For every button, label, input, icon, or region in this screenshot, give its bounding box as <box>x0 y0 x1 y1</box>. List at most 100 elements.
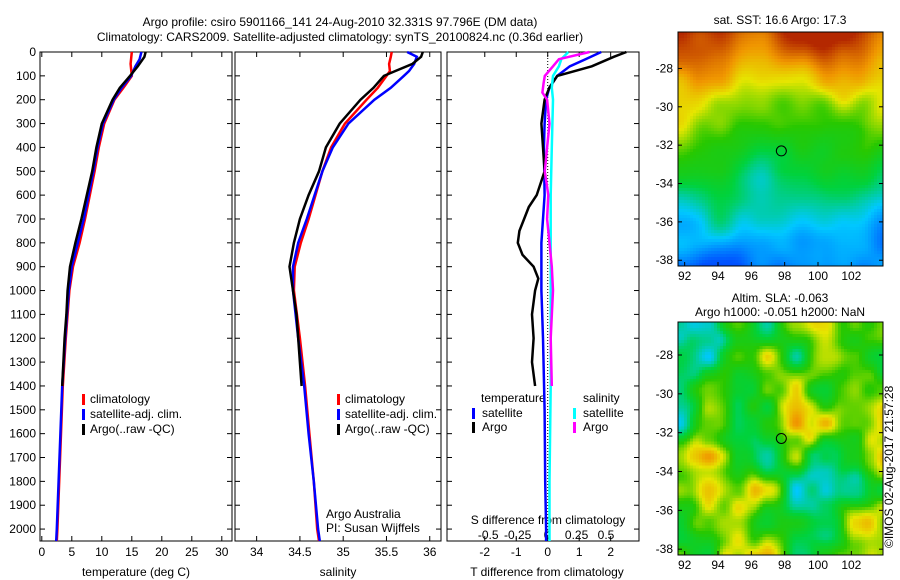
series-line-argo-raw-qc- <box>288 51 424 387</box>
map-lon-label: 100 <box>808 269 828 283</box>
depth-tick-label: 1000 <box>9 284 36 298</box>
map-lon-label: 96 <box>745 558 759 572</box>
pi-label: PI: Susan Wijffels <box>326 521 420 535</box>
depth-tick-label: 700 <box>16 212 36 226</box>
legend-label: satellite <box>482 406 523 420</box>
map-lon-label: 96 <box>745 269 759 283</box>
x-tick-label: 10 <box>95 545 109 559</box>
panel-frame <box>446 51 640 542</box>
legend-label: climatology <box>345 392 405 406</box>
depth-tick-label: 1800 <box>9 474 36 488</box>
depth-tick-label: 500 <box>16 164 36 178</box>
diff-legend-salinity-title: salinity <box>583 391 620 405</box>
depth-tick-label: 600 <box>16 188 36 202</box>
legend-label: Argo <box>482 420 508 434</box>
map-lon-label: 102 <box>841 269 861 283</box>
depth-tick-label: 1300 <box>9 355 36 369</box>
legend-swatch <box>337 424 340 435</box>
map-lat-label: -36 <box>656 215 674 229</box>
x-tick-label: 35.5 <box>375 545 399 559</box>
map-axes-sst-map: 92 94 96 98 100 102 -28 -30 -32 -34 -36 -38 <box>656 31 884 283</box>
sst-map-image <box>678 32 883 266</box>
legend-swatch <box>82 409 85 420</box>
depth-tick-label: 1200 <box>9 331 36 345</box>
depth-tick-label: 1600 <box>9 427 36 441</box>
x-tick-label: -1 <box>511 545 522 559</box>
map-lon-label: 92 <box>678 269 692 283</box>
map2-title: Altim. SLA: -0.063 <box>732 291 829 305</box>
salinity-xlabel: salinity <box>320 565 357 579</box>
x-tick-label: 5 <box>68 545 75 559</box>
map-lat-label: -36 <box>656 503 674 517</box>
s-diff-tick-label: 0.5 <box>598 528 615 542</box>
x-tick-label: 34 <box>250 545 264 559</box>
depth-tick-label: 900 <box>16 260 36 274</box>
series-line-argo-raw-qc- <box>60 51 147 387</box>
depth-tick-label: 1900 <box>9 498 36 512</box>
panel-salinity-profile: 34 34.5 35 35.5 36 climatologysatellite-adj. … <box>234 50 442 559</box>
map-axes-sla-map: 92 94 96 98 100 102 -28 -30 -32 -34 -36 -38 <box>656 321 884 572</box>
legend-swatch <box>472 408 475 419</box>
x-tick-label: 1 <box>576 545 583 559</box>
title-line2: Climatology: CARS2009. Satellite-adjuste… <box>97 30 583 44</box>
map-lon-label: 94 <box>711 269 725 283</box>
legend-label: climatology <box>90 392 150 406</box>
map-lat-label: -34 <box>656 465 674 479</box>
map-lon-label: 92 <box>678 558 692 572</box>
map2-subtitle: Argo h1000: -0.051 h2000: NaN <box>695 305 865 319</box>
tdiff-xlabel: T difference from climatology <box>470 565 624 579</box>
depth-tick-label: 1100 <box>10 307 36 321</box>
legend-swatch <box>337 394 340 405</box>
map-lat-label: -30 <box>656 387 674 401</box>
map-lon-label: 100 <box>808 558 828 572</box>
map-lat-label: -28 <box>656 61 674 75</box>
legend-swatch <box>472 422 475 433</box>
depth-tick-label: 400 <box>16 140 36 154</box>
map-frame <box>677 321 884 556</box>
legend-swatch <box>573 422 576 433</box>
x-tick-label: 0 <box>38 545 45 559</box>
s-diff-tick-label: 0.25 <box>565 528 589 542</box>
map-lat-label: -32 <box>656 138 674 152</box>
map-lat-label: -30 <box>656 100 674 114</box>
series-line-satellite-adj-clim- <box>291 50 419 542</box>
s-diff-tick-label: -0.25 <box>504 528 532 542</box>
copyright: ©IMOS 02-Aug-2017 21:57:28 <box>882 385 896 548</box>
depth-tick-label: 1700 <box>9 451 36 465</box>
depth-tick-label: 0 <box>29 45 36 59</box>
map-lon-label: 102 <box>841 558 861 572</box>
x-tick-label: 0 <box>544 545 551 559</box>
legend-label: satellite <box>583 406 624 420</box>
legend-label: Argo <box>583 420 609 434</box>
series-line-salinity-argo <box>541 50 590 387</box>
panel-frame <box>39 51 233 542</box>
depth-tick-label: 200 <box>16 93 36 107</box>
legend-label: Argo(..raw -QC) <box>345 422 430 436</box>
legend-label: satellite-adj. clim. <box>90 407 182 421</box>
panel-temperature-profile: 0 5 10 15 20 25 300100200300400500600700800900… <box>9 45 233 559</box>
legend-swatch <box>82 394 85 405</box>
s-diff-tick-label: -0.5 <box>478 528 499 542</box>
sla-map-image <box>678 322 883 555</box>
map-frame <box>677 31 884 267</box>
profile-location-marker <box>775 145 787 157</box>
x-tick-label: 34.5 <box>288 545 312 559</box>
depth-tick-label: 300 <box>16 117 36 131</box>
x-tick-label: 2 <box>607 545 614 559</box>
panel-frame <box>234 51 442 542</box>
legend-swatch <box>573 408 576 419</box>
legend-swatch <box>337 409 340 420</box>
panel-difference-profile: -2 -1 0 1 2-0.5 -0.25 0 0.25 0.5satelliteArgosat… <box>446 50 640 559</box>
x-tick-label: 30 <box>215 545 229 559</box>
x-tick-label: 35 <box>337 545 351 559</box>
map1-title: sat. SST: 16.6 Argo: 17.3 <box>714 13 847 27</box>
argo-australia-label: Argo Australia <box>326 507 401 521</box>
x-tick-label: -2 <box>479 545 490 559</box>
map-lat-label: -38 <box>656 542 674 556</box>
map-lat-label: -32 <box>656 426 674 440</box>
depth-tick-label: 800 <box>16 236 36 250</box>
x-tick-label: 36 <box>423 545 437 559</box>
